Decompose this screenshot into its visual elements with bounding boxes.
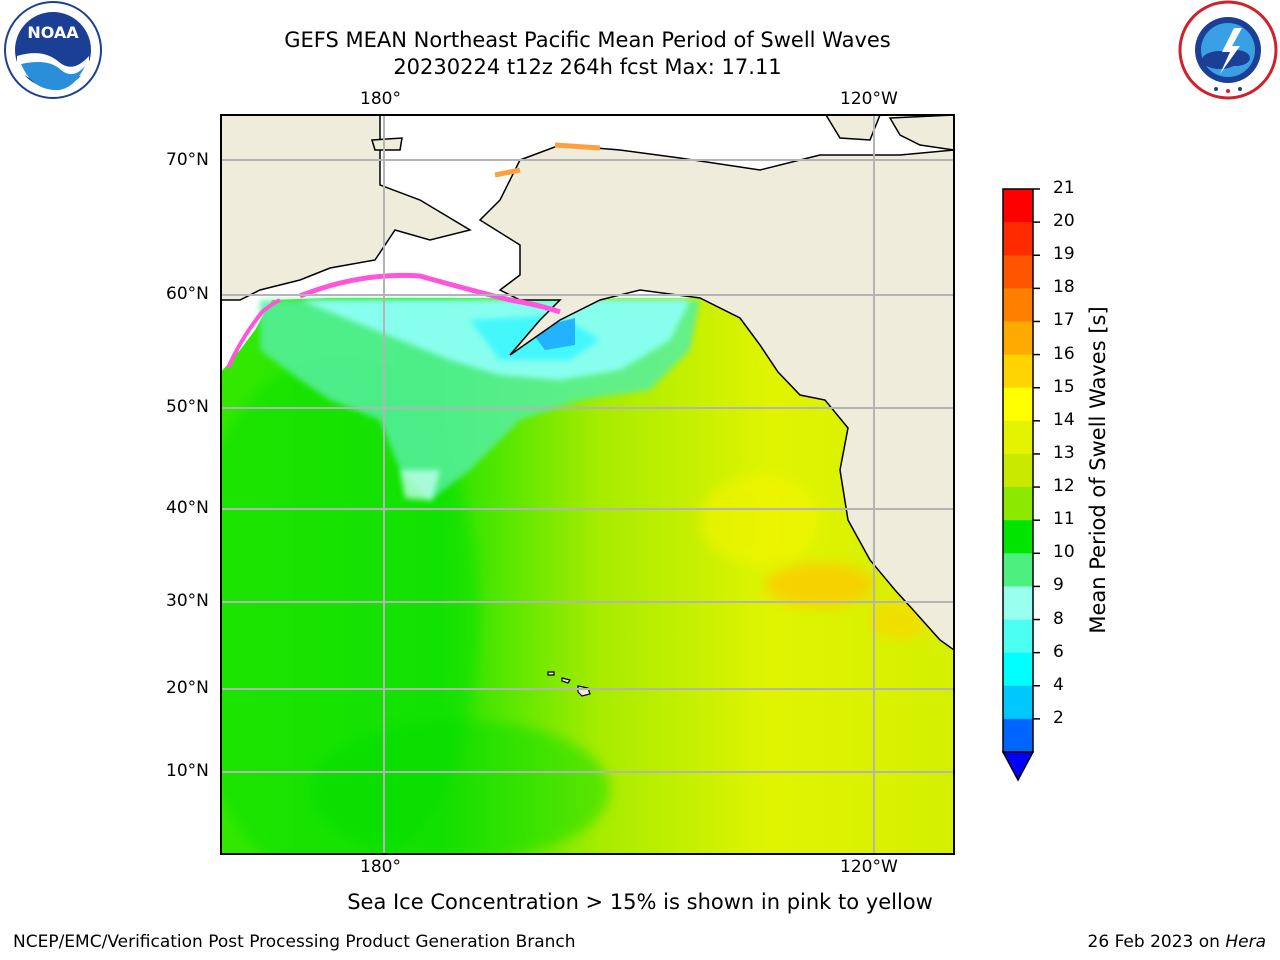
land-arctic-islands [825, 115, 881, 141]
colorbar-segment [1003, 222, 1033, 256]
lat-label-10n: 10°N [166, 761, 209, 781]
colorbar-segment [1003, 387, 1033, 422]
lat-label-30n: 30°N [166, 591, 209, 611]
chart-subtitle: 20230224 t12z 264h fcst Max: 17.11 [393, 55, 782, 79]
colorbar-segment [1003, 718, 1033, 753]
colorbar-tick-label: 20 [1053, 211, 1075, 232]
colorbar-tick-label: 14 [1053, 409, 1075, 430]
colorbar-tick-label: 16 [1053, 343, 1075, 364]
lon-label-top-180: 180° [360, 89, 401, 109]
colorbar-segment [1003, 487, 1033, 521]
sea-ice-note: Sea Ice Concentration > 15% is shown in … [347, 890, 933, 914]
noaa-logo: NOAA [4, 1, 102, 99]
graticule [221, 115, 954, 854]
colorbar-segment [1003, 685, 1033, 720]
lon-label-top-120w: 120°W [840, 89, 898, 109]
colorbar-tick-label: 8 [1053, 608, 1064, 629]
chart-title: GEFS MEAN Northeast Pacific Mean Period … [284, 28, 891, 52]
sea-ice-bering [299, 272, 561, 315]
colorbar-tickmarks [1033, 188, 1040, 720]
colorbar-tick-label: 18 [1053, 277, 1075, 298]
footer-host: Hera [1225, 932, 1266, 952]
map-frame [220, 114, 955, 855]
colorbar-segment [1003, 189, 1033, 223]
lat-label-60n: 60°N [166, 284, 209, 304]
colorbar [1003, 189, 1033, 753]
footer-credit: NCEP/EMC/Verification Post Processing Pr… [13, 932, 576, 952]
colorbar-frame [1002, 188, 1034, 753]
colorbar-segment [1003, 420, 1033, 455]
colorbar-segment [1003, 520, 1033, 554]
colorbar-tick-label: 19 [1053, 244, 1075, 265]
footer-date-text: 26 Feb 2023 on [1087, 932, 1226, 952]
lon-label-bottom-180: 180° [360, 857, 401, 877]
colorbar-tick-label: 13 [1053, 442, 1075, 463]
colorbar-segment [1003, 255, 1033, 289]
lat-label-40n: 40°N [166, 498, 209, 518]
colorbar-tick-label: 2 [1053, 707, 1064, 728]
colorbar-segment [1003, 321, 1033, 356]
lat-label-70n: 70°N [166, 150, 209, 170]
colorbar-segment [1003, 553, 1033, 587]
colorbar-tick-label: 10 [1053, 542, 1075, 563]
lat-label-50n: 50°N [166, 397, 209, 417]
nws-logo [1178, 0, 1278, 100]
colorbar-tick-label: 9 [1053, 575, 1064, 596]
colorbar-tick-label: 21 [1053, 178, 1075, 198]
colorbar-segment [1003, 354, 1033, 389]
colorbar-segment [1003, 619, 1033, 654]
map-field [221, 115, 954, 854]
footer-date: 26 Feb 2023 on Hera [1088, 932, 1266, 952]
noaa-logo-text: NOAA [27, 23, 79, 42]
colorbar-tick-label: 17 [1053, 310, 1075, 331]
colorbar-segment [1003, 453, 1033, 488]
colorbar-tick-label: 6 [1053, 641, 1064, 662]
lat-label-20n: 20°N [166, 678, 209, 698]
colorbar-segment [1003, 288, 1033, 322]
colorbar-segment [1003, 652, 1033, 687]
colorbar-label: Mean Period of Swell Waves [s] [1086, 306, 1110, 634]
colorbar-extend-triangle [1001, 751, 1035, 782]
colorbar-tick-label: 11 [1053, 509, 1075, 530]
lon-label-bottom-120w: 120°W [840, 857, 898, 877]
colorbar-tick-label: 4 [1053, 674, 1064, 695]
colorbar-tick-label: 15 [1053, 376, 1075, 397]
colorbar-segment [1003, 586, 1033, 621]
colorbar-tick-label: 12 [1053, 476, 1075, 497]
